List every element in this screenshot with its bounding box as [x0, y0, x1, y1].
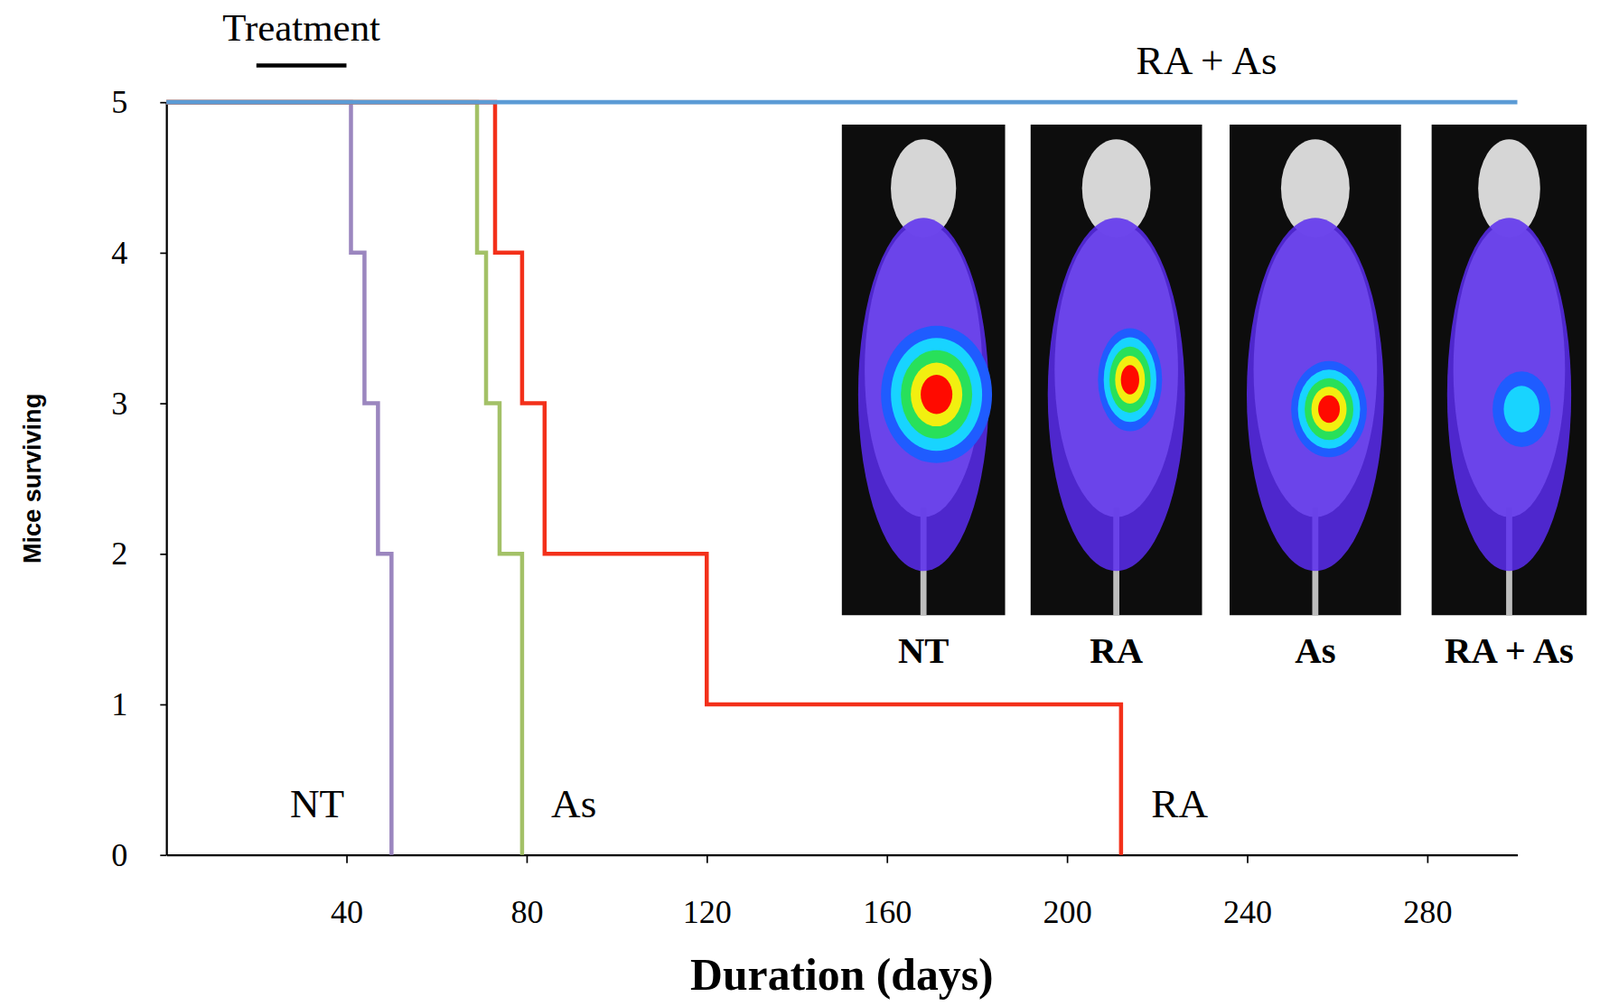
y-tick: 3	[111, 385, 167, 422]
survival-line	[166, 102, 523, 856]
y-tick: 5	[111, 84, 167, 121]
image-ground	[1431, 124, 1588, 616]
x-tick-mark	[1427, 855, 1430, 864]
image-label: RA + As	[1444, 630, 1574, 672]
signal-blob	[1492, 371, 1551, 448]
y-tick-mark	[159, 704, 167, 707]
inset-images	[842, 124, 1588, 616]
y-tick-label: 2	[111, 535, 128, 572]
signal-blob	[910, 362, 963, 427]
x-axis: 40 80 120 160 200 240 280	[167, 855, 1518, 931]
signal-overlay	[1047, 217, 1186, 571]
plot-area	[166, 102, 1517, 856]
x-tick: 120	[683, 855, 732, 931]
y-tick-mark	[159, 252, 167, 255]
annotation: Treatment	[222, 6, 381, 49]
x-tick-label: 40	[330, 894, 364, 931]
y-axis: 0 1 2 3 4 5	[111, 84, 168, 874]
image-ground	[1030, 124, 1203, 616]
y-tick: 4	[111, 234, 167, 272]
x-tick: 160	[862, 855, 912, 931]
signal-blob	[1121, 364, 1140, 395]
mouse-image	[842, 124, 1006, 616]
mouse-image	[1431, 124, 1588, 616]
y-tick: 1	[111, 686, 167, 723]
series-label: RA + As	[1136, 37, 1278, 84]
series-label: RA	[1150, 781, 1208, 827]
y-tick-label: 5	[111, 84, 128, 121]
treatment-bar	[256, 63, 347, 68]
y-tick: 2	[111, 535, 167, 572]
y-tick-mark	[159, 854, 167, 857]
chart: NT RA As RA + As 40 80 120 160 200 240 280 0 1 2 3 4 5 Du…	[0, 0, 1600, 1006]
signal-blob	[890, 337, 983, 451]
signal-blob	[900, 350, 973, 440]
signal-blob	[920, 374, 953, 414]
x-tick-label: 80	[510, 894, 543, 931]
series-label: NT	[290, 781, 345, 827]
x-tick-mark	[1066, 855, 1069, 864]
signal-blob	[1114, 355, 1145, 404]
x-tick-mark	[1246, 855, 1249, 864]
survival-line	[166, 102, 392, 856]
x-tick: 40	[330, 855, 364, 931]
y-tick-mark	[159, 102, 167, 104]
image-label: RA	[1089, 630, 1143, 672]
signal-blob	[1304, 378, 1354, 440]
x-tick-label: 120	[683, 894, 732, 931]
y-tick: 0	[111, 837, 167, 874]
x-axis-line	[167, 854, 1518, 857]
image-ground	[1229, 124, 1402, 616]
x-tick-label: 200	[1043, 894, 1093, 931]
signal-blob	[1311, 386, 1348, 431]
y-axis-line	[166, 102, 169, 857]
y-tick-label: 3	[111, 385, 128, 422]
signal-overlay	[1447, 217, 1572, 571]
x-tick-label: 280	[1403, 894, 1452, 931]
survival-line	[166, 100, 1517, 105]
y-tick-label: 0	[111, 837, 128, 874]
signal-overlay	[858, 217, 990, 571]
x-tick: 240	[1223, 855, 1273, 931]
x-tick: 80	[510, 855, 543, 931]
signal-overlay	[1246, 217, 1385, 571]
mouse-image	[1229, 124, 1402, 616]
y-tick-mark	[159, 402, 167, 405]
x-tick-mark	[346, 855, 348, 864]
signal-blob	[1291, 361, 1367, 458]
series-label: As	[551, 781, 597, 827]
signal-blob	[880, 326, 992, 464]
signal-blob	[1109, 346, 1151, 413]
x-tick-mark	[526, 855, 529, 864]
signal-blob	[1318, 395, 1340, 423]
signal-blob	[1503, 385, 1540, 432]
x-tick: 280	[1403, 855, 1452, 931]
image-label: NT	[898, 630, 949, 672]
x-tick-mark	[886, 855, 889, 864]
y-tick-label: 4	[111, 234, 128, 272]
survival-line	[166, 102, 1122, 856]
x-tick-label: 160	[862, 894, 912, 931]
x-tick-mark	[706, 855, 709, 864]
x-tick-label: 240	[1223, 894, 1273, 931]
x-tick: 200	[1043, 855, 1093, 931]
signal-blob	[1104, 337, 1157, 423]
x-axis-title: Duration (days)	[690, 950, 993, 1001]
signal-blob	[1298, 369, 1361, 449]
signal-blob	[1097, 327, 1162, 431]
y-tick-label: 1	[111, 686, 128, 723]
y-axis-title: Mice surviving	[18, 393, 47, 564]
image-label: As	[1294, 630, 1336, 672]
image-ground	[842, 124, 1006, 616]
mouse-image	[1030, 124, 1203, 616]
y-tick-mark	[159, 553, 167, 556]
